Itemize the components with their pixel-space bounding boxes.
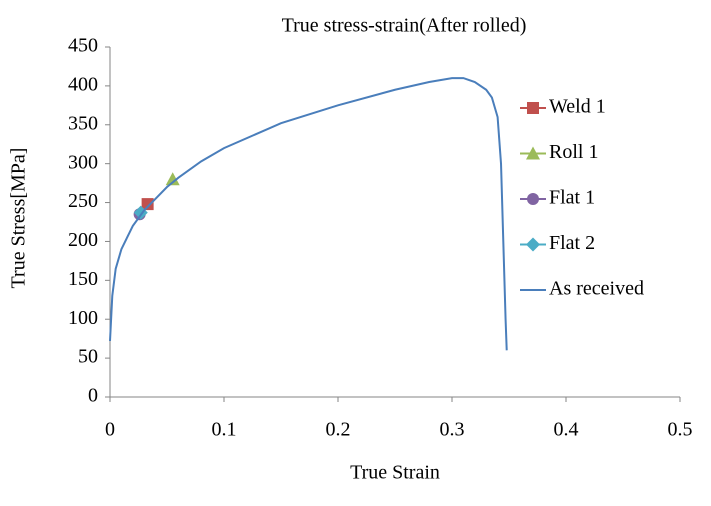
legend-label: Weld 1 [549, 96, 606, 118]
y-tick-label: 250 [68, 190, 98, 212]
y-tick-label: 50 [78, 346, 98, 368]
y-tick-label: 150 [68, 268, 98, 290]
y-tick-label: 300 [68, 151, 98, 173]
chart-title: True stress-strain(After rolled) [282, 15, 527, 37]
x-tick-label: 0.5 [668, 419, 693, 441]
x-tick-label: 0.3 [440, 419, 465, 441]
legend-marker [527, 102, 539, 114]
legend-label: Flat 1 [549, 187, 595, 209]
x-tick-label: 0.2 [326, 419, 351, 441]
y-tick-label: 100 [68, 307, 98, 329]
y-tick-label: 200 [68, 229, 98, 251]
y-tick-label: 0 [88, 385, 98, 407]
x-tick-label: 0.4 [554, 419, 579, 441]
y-tick-label: 350 [68, 112, 98, 134]
y-tick-label: 400 [68, 73, 98, 95]
legend-marker [526, 146, 540, 160]
legend-label: Roll 1 [549, 141, 598, 163]
marker [141, 198, 154, 211]
y-tick-label: 450 [68, 35, 98, 57]
marker [165, 172, 180, 186]
x-axis-label: True Strain [350, 462, 440, 484]
legend-label: As received [549, 278, 644, 300]
y-axis-label: True Stress[MPa] [8, 148, 30, 289]
line [109, 77, 508, 351]
x-tick-label: 0.1 [212, 419, 237, 441]
legend-marker [526, 237, 540, 252]
legend-label: Flat 2 [549, 232, 595, 254]
x-tick-label: 0 [105, 419, 115, 441]
legend-marker [527, 193, 539, 205]
